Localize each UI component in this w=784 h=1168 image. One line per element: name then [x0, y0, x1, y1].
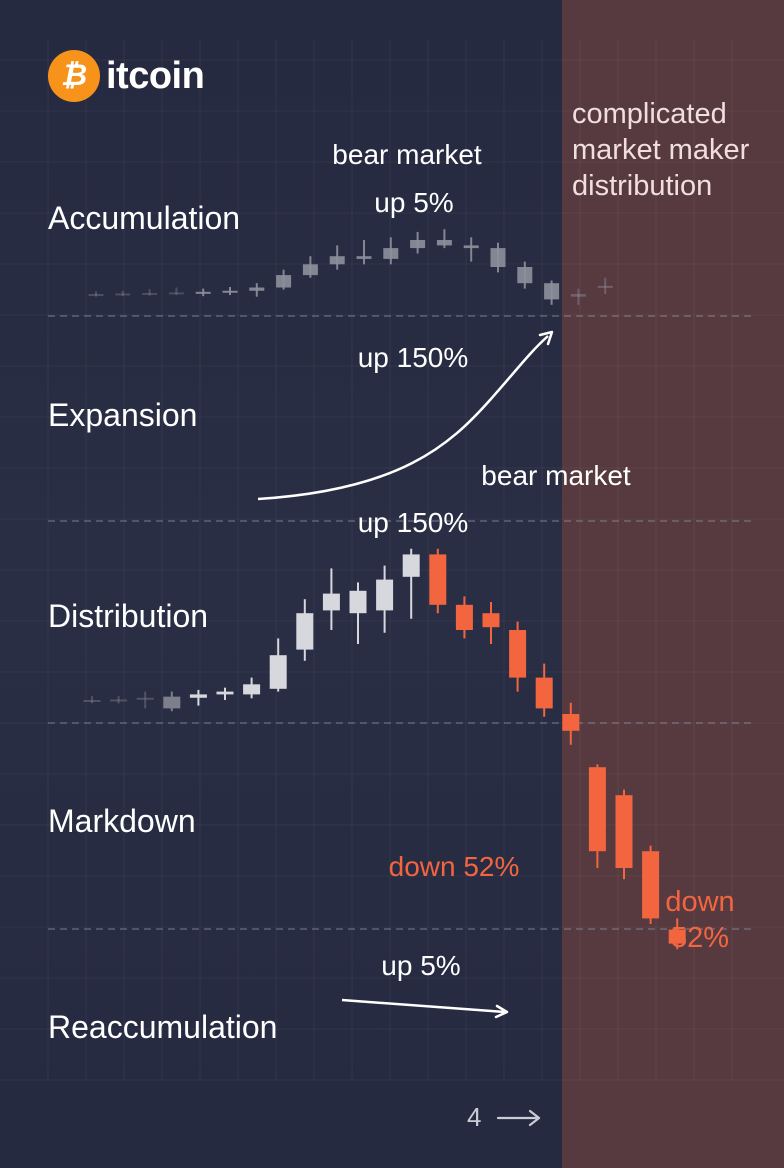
- candle-body: [463, 245, 479, 249]
- candle-body: [455, 604, 473, 630]
- candle-body: [356, 256, 372, 259]
- candle-body: [189, 694, 207, 698]
- up-150-label-distribution: up 150%: [357, 507, 469, 538]
- distribution-down-label: down 52%: [665, 886, 735, 954]
- candle-body: [195, 291, 211, 294]
- candle-body: [535, 677, 553, 709]
- bitcoin-wordmark: itcoin: [106, 54, 205, 97]
- candle-body: [383, 248, 399, 259]
- candle-body: [110, 699, 128, 702]
- stage-label-accumulation: Accumulation: [48, 200, 241, 236]
- candle-body: [269, 655, 287, 689]
- candle-body: [615, 795, 633, 868]
- expansion-curve-arrow: [257, 335, 549, 501]
- candle-body: [168, 292, 184, 295]
- annotation-arrows: [257, 330, 554, 1019]
- candle-body: [562, 714, 580, 731]
- down-52-label: down 52%: [388, 851, 520, 882]
- up-5-label-top: up 5%: [374, 187, 454, 218]
- candle-body: [142, 292, 158, 295]
- candle-body: [544, 283, 560, 300]
- reaccumulation-arrow: [341, 998, 506, 1014]
- candle-body: [322, 593, 340, 611]
- distribution-note: complicated market maker distribution: [572, 98, 750, 202]
- candle-body: [588, 767, 606, 852]
- chart-background-left: [0, 0, 562, 1168]
- distribution-panel-background: [562, 0, 784, 1168]
- candle-body: [222, 290, 238, 293]
- candle-body: [349, 590, 367, 614]
- candle-body: [329, 256, 345, 265]
- bitcoin-logo: ₿ itcoin: [48, 50, 205, 102]
- stage-label-expansion: Expansion: [48, 397, 198, 433]
- candle-body: [136, 697, 154, 700]
- candle-body: [296, 613, 314, 650]
- up-150-label-expansion: up 150%: [357, 342, 469, 373]
- page-number: 4: [467, 1102, 482, 1132]
- candle-body: [482, 613, 500, 628]
- candle-body: [410, 240, 426, 249]
- reaccumulation-arrow-head: [494, 1004, 509, 1019]
- candle-body: [642, 851, 660, 919]
- candle-body: [668, 929, 686, 944]
- candle-body: [597, 285, 613, 288]
- candle-body: [436, 240, 452, 246]
- candle-body: [276, 275, 292, 288]
- candle-body: [517, 267, 533, 284]
- candle-body: [509, 630, 527, 678]
- candle-body: [83, 700, 101, 702]
- candle-body: [216, 691, 234, 695]
- candle-body: [249, 287, 265, 291]
- lower-cycle-candles: [83, 548, 686, 950]
- up-5-label-bottom: up 5%: [381, 950, 461, 981]
- candle-body: [115, 293, 131, 296]
- upper-cycle-candles: [88, 229, 613, 305]
- candle-body: [302, 264, 318, 276]
- stage-label-distribution: Distribution: [48, 598, 209, 634]
- arrow-right-icon[interactable]: [496, 1106, 544, 1130]
- candle-body: [429, 554, 447, 605]
- candle-body: [402, 554, 420, 577]
- candle-body: [490, 248, 506, 267]
- expansion-arrow-head: [538, 330, 554, 346]
- stage-label-markdown: Markdown: [48, 803, 196, 839]
- candle-body: [88, 294, 104, 296]
- bitcoin-coin-icon: ₿: [48, 50, 100, 102]
- candle-body: [163, 696, 181, 709]
- candle-body: [570, 294, 586, 297]
- bear-market-label-mid: bear market: [481, 460, 631, 491]
- candle-body: [243, 684, 261, 695]
- bear-market-label-top: bear market: [332, 139, 482, 170]
- stage-label-reaccumulation: Reaccumulation: [48, 1009, 278, 1045]
- candle-body: [376, 579, 394, 611]
